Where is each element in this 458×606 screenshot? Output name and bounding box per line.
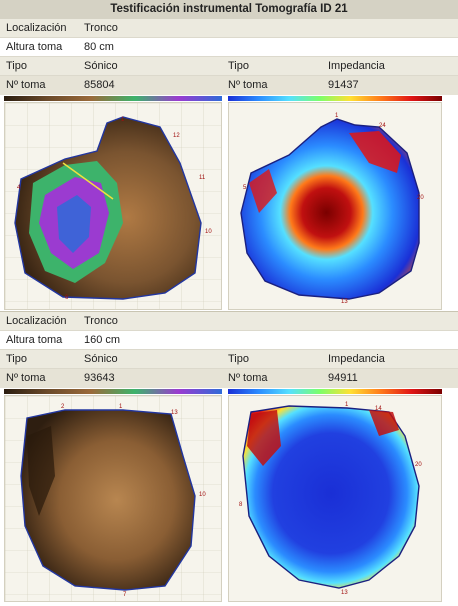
impedance-color-scale-2 [228,389,442,394]
toma-label-right-2: Nº toma [222,369,322,388]
impedance-color-scale [228,96,442,101]
toma-label-right: Nº toma [222,76,322,95]
svg-text:5: 5 [243,185,247,191]
svg-text:1: 1 [335,113,339,119]
row-altura-2: Altura toma 160 cm [0,331,458,350]
svg-text:1: 1 [119,404,123,410]
toma-value-left-2: 93643 [78,369,222,388]
sonic-tomogram-2: 1 13 10 2 7 [4,395,222,602]
svg-text:13: 13 [341,299,348,305]
row-altura: Altura toma 80 cm [0,38,458,57]
sonic-tomogram-1: 1 12 11 10 6 4 [4,102,222,310]
row-tipo-2: Tipo Sónico Tipo Impedancia [0,350,458,369]
svg-text:7: 7 [123,592,127,598]
svg-text:1: 1 [121,117,125,123]
tipo-label-left-2: Tipo [6,353,27,365]
localizacion-value-2: Tronco [84,315,118,327]
tipo-label-left: Tipo [6,60,27,72]
impedance-tomogram-1: 1 24 20 13 5 [228,102,442,310]
toma-value-right-2: 94911 [322,369,458,388]
toma-label-left: Nº toma [0,76,78,95]
svg-text:10: 10 [199,492,206,498]
altura-label: Altura toma [6,41,63,53]
svg-text:2: 2 [61,404,65,410]
row-toma: Nº toma 85804 Nº toma 91437 [0,76,458,95]
tipo-label-right: Tipo [228,60,249,72]
row-localizacion: Localización Tronco [0,19,458,38]
localizacion-label-2: Localización [6,315,67,327]
tipo-value-left: Sónico [84,60,118,72]
localizacion-label: Localización [6,22,67,34]
tipo-value-left-2: Sónico [84,353,118,365]
svg-text:14: 14 [375,406,382,412]
tipo-label-right-2: Tipo [228,353,249,365]
impedance-tomogram-2: 1 14 20 13 8 [228,395,442,602]
report-title: Testificación instrumental Tomografía ID… [0,0,458,20]
svg-text:4: 4 [17,185,21,191]
svg-text:24: 24 [379,123,386,129]
svg-text:10: 10 [205,229,212,235]
svg-text:1: 1 [345,402,349,408]
svg-text:13: 13 [341,590,348,596]
row-toma-2: Nº toma 93643 Nº toma 94911 [0,369,458,388]
svg-text:8: 8 [239,502,243,508]
svg-text:12: 12 [173,133,180,139]
svg-text:11: 11 [199,175,206,181]
section-divider [0,311,458,312]
sonic-color-scale [4,96,222,101]
toma-value-left: 85804 [78,76,222,95]
svg-text:13: 13 [171,410,178,416]
svg-text:6: 6 [65,295,69,301]
toma-label-left-2: Nº toma [0,369,78,388]
svg-text:20: 20 [417,195,424,201]
svg-text:20: 20 [415,462,422,468]
tipo-value-right-2: Impedancia [328,353,385,365]
tipo-value-right: Impedancia [328,60,385,72]
toma-value-right: 91437 [322,76,458,95]
row-tipo: Tipo Sónico Tipo Impedancia [0,57,458,76]
altura-label-2: Altura toma [6,334,63,346]
sonic-color-scale-2 [4,389,222,394]
row-localizacion-2: Localización Tronco [0,312,458,331]
altura-value-2: 160 cm [84,334,121,346]
altura-value: 80 cm [84,41,114,53]
localizacion-value: Tronco [84,22,118,34]
